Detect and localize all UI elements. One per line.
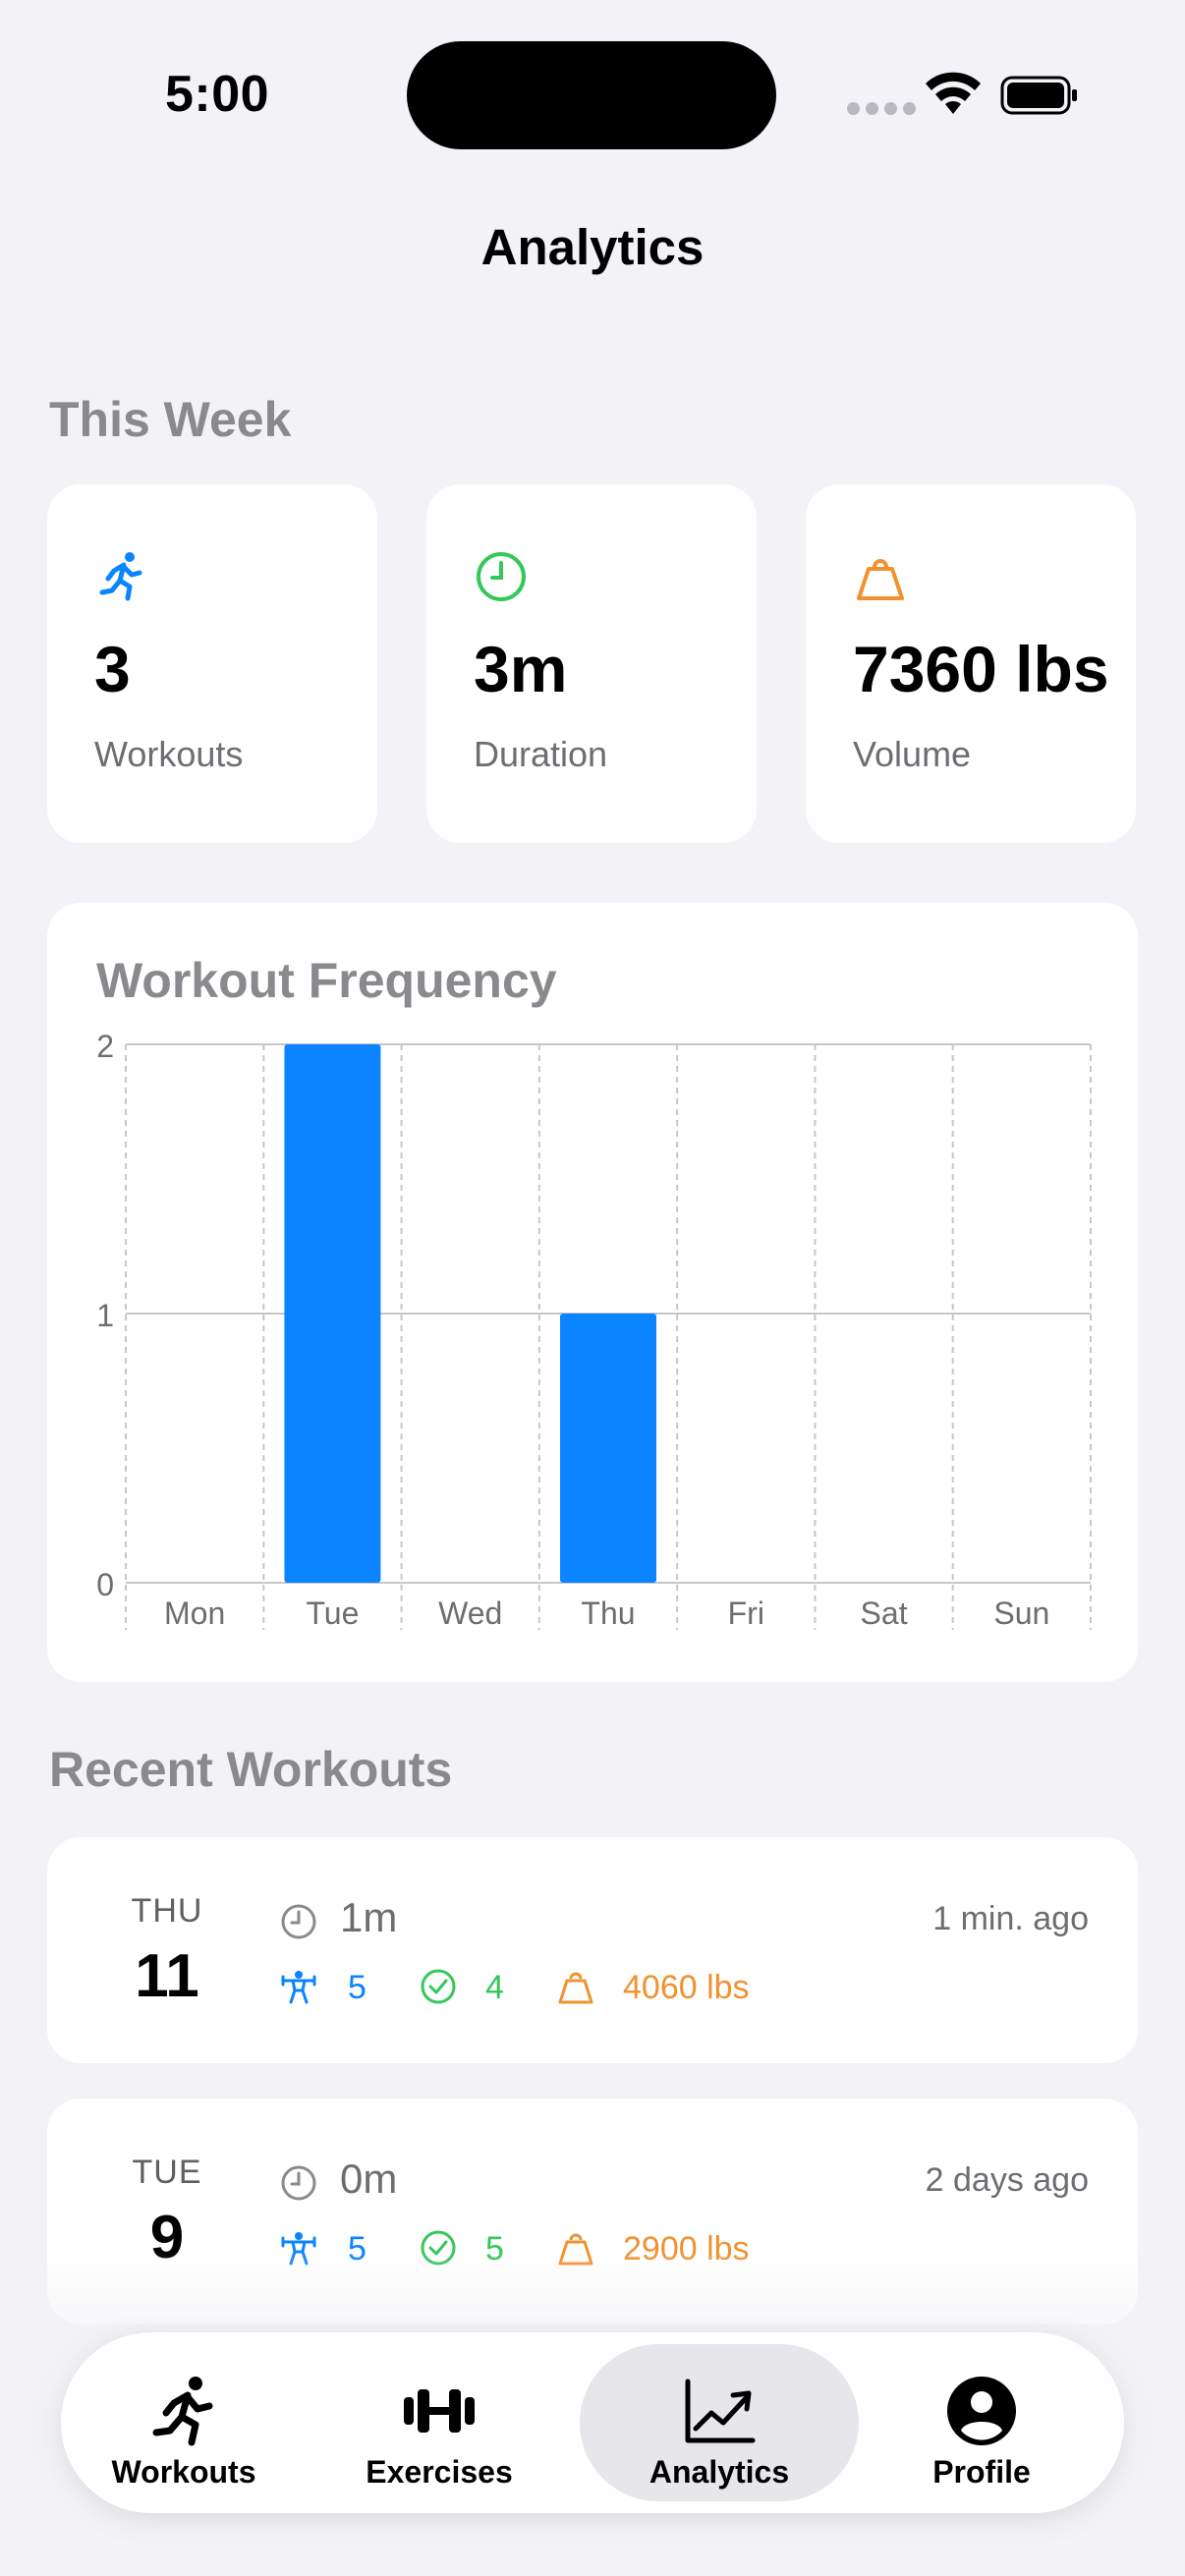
checkmark-circle-icon [421,1969,456,2004]
weightlifter-icon [281,1971,316,2004]
battery-icon [1000,76,1077,115]
kettlebell-weight-icon [857,559,904,600]
clock-icon [477,552,526,601]
stat-label: Duration [474,734,608,774]
page-title: Analytics [480,219,705,275]
recent-workouts-heading: Recent Workouts [49,1742,453,1797]
workout-row[interactable]: THU 11 1m 1 min. ago 5 4 4060 lbs [47,1837,1138,2063]
tab-label: Exercises [366,2454,513,2490]
running-figure-icon [99,552,142,601]
stat-value: 3 [94,633,131,705]
chart-x-tick-label: Tue [306,1596,359,1631]
running-figure-icon [152,2377,213,2446]
workout-duration: 0m [340,2156,398,2202]
chart-x-tick-label: Thu [581,1596,635,1631]
workout-frequency-card: Workout Frequency 0 1 2 Mon Tue Wed Thu Fri Sat S… [47,903,1138,1682]
stat-label: Volume [853,734,972,774]
chart-title: Workout Frequency [96,953,557,1008]
chart-bar-thu [560,1314,656,1583]
stat-value: 7360 lbs [853,633,1109,705]
tab-exercises[interactable]: Exercises [316,2344,562,2501]
tab-label: Analytics [649,2454,790,2490]
workout-volume: 4060 lbs [623,1969,750,2006]
clock-icon [281,2165,316,2201]
this-week-heading: This Week [49,392,292,447]
cellular-signal-icon [847,102,916,115]
dynamic-island [407,41,776,149]
chart-y-tick-label: 0 [96,1567,114,1602]
stat-value: 3m [474,633,568,705]
stat-card-volume: 7360 lbs Volume [806,484,1136,843]
chart-x-tick-label: Wed [438,1596,502,1631]
clock-icon [281,1904,316,1939]
wifi-icon [926,72,981,114]
chart-x-tick-label: Sat [861,1596,908,1631]
tab-profile[interactable]: Profile [859,2344,1104,2501]
chart-x-tick-label: Sun [993,1596,1049,1631]
dumbbell-icon [404,2389,475,2433]
completed-count: 4 [485,1969,504,2006]
workout-day: TUE [132,2154,202,2191]
stat-card-duration: 3m Duration [426,484,757,843]
chart-y-tick-label: 1 [96,1298,114,1333]
exercise-count: 5 [348,1969,367,2006]
tab-workouts[interactable]: Workouts [61,2344,307,2501]
chart-y-tick-label: 2 [96,1029,114,1064]
stat-label: Workouts [94,734,244,774]
status-time: 5:00 [165,66,270,123]
stat-card-workouts: 3 Workouts [47,484,377,843]
chart-bar-tue [284,1044,381,1583]
workout-time-ago: 2 days ago [925,2161,1089,2199]
tab-label: Profile [932,2454,1031,2490]
workout-date: 11 [135,1942,199,2010]
tab-analytics[interactable]: Analytics [580,2344,859,2501]
workout-time-ago: 1 min. ago [932,1900,1089,1937]
tab-label: Workouts [111,2454,256,2490]
chart-x-tick-label: Mon [164,1596,225,1631]
line-chart-icon [685,2379,756,2443]
person-circle-icon [947,2377,1016,2445]
chart-x-tick-label: Fri [728,1596,764,1631]
tab-bar: Workouts Exercises Analytics [61,2332,1124,2513]
workout-duration: 1m [340,1894,398,1940]
workout-day: THU [131,1892,203,1930]
workout-frequency-chart: 0 1 2 Mon Tue Wed Thu Fri Sat Sun [96,1029,1092,1631]
kettlebell-weight-icon [558,1972,593,2004]
